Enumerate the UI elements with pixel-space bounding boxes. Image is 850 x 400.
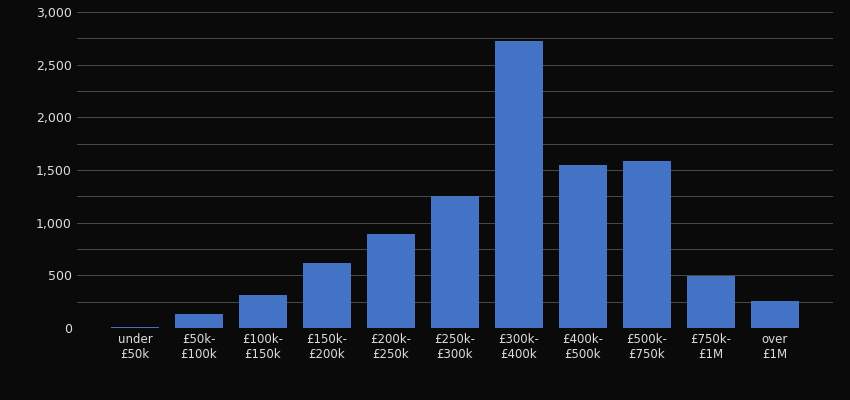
Bar [558, 165, 607, 328]
Bar [239, 295, 286, 328]
Bar [495, 42, 542, 328]
Bar [751, 301, 799, 328]
Bar [431, 196, 479, 328]
Bar [367, 234, 415, 328]
Bar [623, 160, 671, 328]
Bar [303, 263, 351, 328]
Bar [175, 314, 223, 328]
Bar [687, 276, 734, 328]
